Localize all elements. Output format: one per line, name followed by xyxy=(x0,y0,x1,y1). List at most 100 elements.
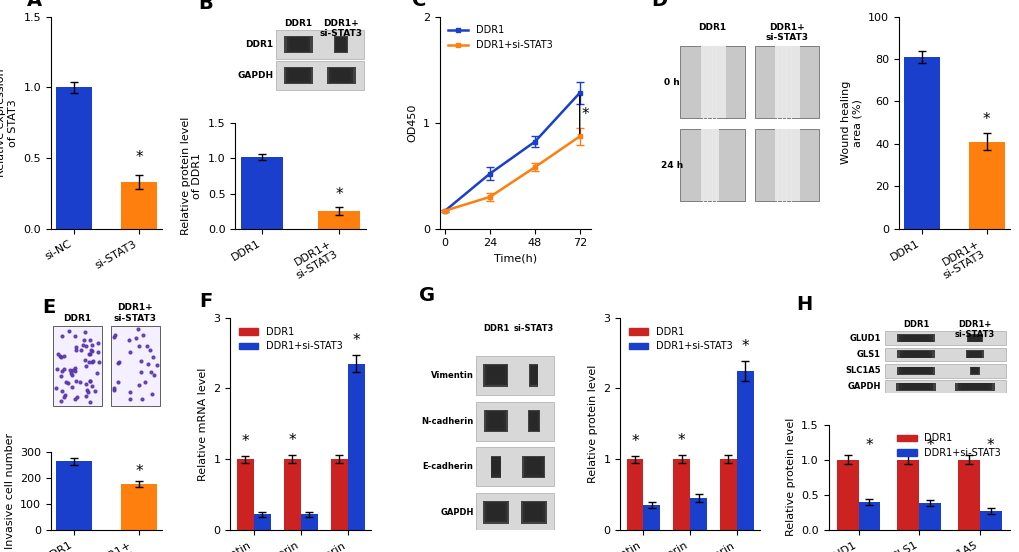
Bar xyxy=(275,30,364,59)
Point xyxy=(127,333,144,342)
Bar xyxy=(254,514,270,530)
Bar xyxy=(754,46,818,118)
Y-axis label: Relative mRNA level: Relative mRNA level xyxy=(198,367,208,481)
Point xyxy=(63,383,79,392)
Point xyxy=(149,360,165,369)
Bar xyxy=(969,335,978,341)
Bar xyxy=(522,455,545,478)
Text: DDR1: DDR1 xyxy=(902,320,928,329)
Bar xyxy=(690,498,706,530)
Point xyxy=(64,365,81,374)
Bar xyxy=(491,457,500,476)
Text: *: * xyxy=(925,438,933,453)
Point xyxy=(132,368,149,376)
Bar xyxy=(754,129,818,201)
Text: *: * xyxy=(982,112,989,127)
Point xyxy=(143,368,159,377)
Legend: DDR1, DDR1+si-STAT3: DDR1, DDR1+si-STAT3 xyxy=(893,429,1004,462)
Bar xyxy=(283,459,301,530)
Bar xyxy=(897,460,918,530)
Bar xyxy=(476,356,553,395)
Point xyxy=(67,395,84,404)
Point xyxy=(145,353,161,362)
Point xyxy=(110,359,126,368)
Point xyxy=(63,369,79,378)
Text: E: E xyxy=(42,298,55,317)
Bar xyxy=(774,129,799,201)
Point xyxy=(66,364,83,373)
Bar xyxy=(337,38,344,50)
Bar xyxy=(492,458,498,474)
Bar xyxy=(626,459,643,530)
Text: *: * xyxy=(136,150,143,165)
Bar xyxy=(236,459,254,530)
Bar xyxy=(883,331,1005,345)
Bar xyxy=(965,351,982,358)
Bar xyxy=(902,351,928,358)
Text: DDR1+
si-STAT3: DDR1+ si-STAT3 xyxy=(954,320,995,339)
Text: *: * xyxy=(335,187,342,202)
Text: H: H xyxy=(795,295,811,314)
Bar xyxy=(971,368,976,373)
Bar xyxy=(56,87,92,229)
Point xyxy=(132,357,149,365)
Point xyxy=(77,362,94,370)
X-axis label: Time(h): Time(h) xyxy=(493,254,536,264)
Text: DDR1+
si-STAT3: DDR1+ si-STAT3 xyxy=(319,19,363,38)
Point xyxy=(67,342,84,351)
Y-axis label: OD450: OD450 xyxy=(407,103,417,142)
Bar xyxy=(966,335,982,342)
Bar xyxy=(290,38,306,50)
Text: N-cadherin: N-cadherin xyxy=(421,417,473,426)
Bar xyxy=(898,383,932,390)
Bar xyxy=(883,380,1005,394)
Text: Vimentin: Vimentin xyxy=(430,371,473,380)
Bar xyxy=(288,38,308,51)
Point xyxy=(66,331,83,340)
Text: DDR1: DDR1 xyxy=(284,19,312,28)
Point xyxy=(121,336,138,345)
Point xyxy=(60,379,76,388)
Point xyxy=(78,342,95,351)
Bar xyxy=(333,69,348,81)
Point xyxy=(53,397,69,406)
Bar xyxy=(970,336,977,341)
Point xyxy=(83,376,99,385)
Text: GAPDH: GAPDH xyxy=(440,508,473,517)
Text: *: * xyxy=(288,433,296,448)
Point xyxy=(131,381,148,390)
Bar xyxy=(301,514,318,530)
Text: si-STAT3: si-STAT3 xyxy=(514,324,553,333)
Point xyxy=(91,338,107,347)
Text: E-cadherin: E-cadherin xyxy=(422,463,473,471)
Text: *: * xyxy=(631,434,638,449)
Bar xyxy=(532,368,535,381)
Text: G: G xyxy=(419,286,434,305)
Text: *: * xyxy=(242,434,249,449)
Point xyxy=(57,378,73,387)
Bar xyxy=(899,367,931,374)
Bar xyxy=(968,351,980,358)
Point xyxy=(75,336,92,344)
Bar xyxy=(483,501,508,524)
Bar xyxy=(963,384,985,389)
Bar xyxy=(908,352,922,357)
Point xyxy=(50,349,66,358)
Bar xyxy=(529,412,537,429)
Bar xyxy=(529,459,538,473)
Point xyxy=(85,341,101,350)
Bar xyxy=(347,364,365,530)
Bar xyxy=(970,367,978,374)
Bar xyxy=(528,411,538,431)
Bar xyxy=(489,413,502,428)
Point xyxy=(140,360,156,369)
Bar xyxy=(899,351,931,358)
Bar xyxy=(960,384,987,390)
Bar xyxy=(531,367,536,383)
Point xyxy=(82,349,98,358)
Point xyxy=(105,386,121,395)
Point xyxy=(133,394,150,403)
Bar xyxy=(967,335,981,342)
Text: GLS1: GLS1 xyxy=(856,350,880,359)
Bar xyxy=(902,367,928,374)
